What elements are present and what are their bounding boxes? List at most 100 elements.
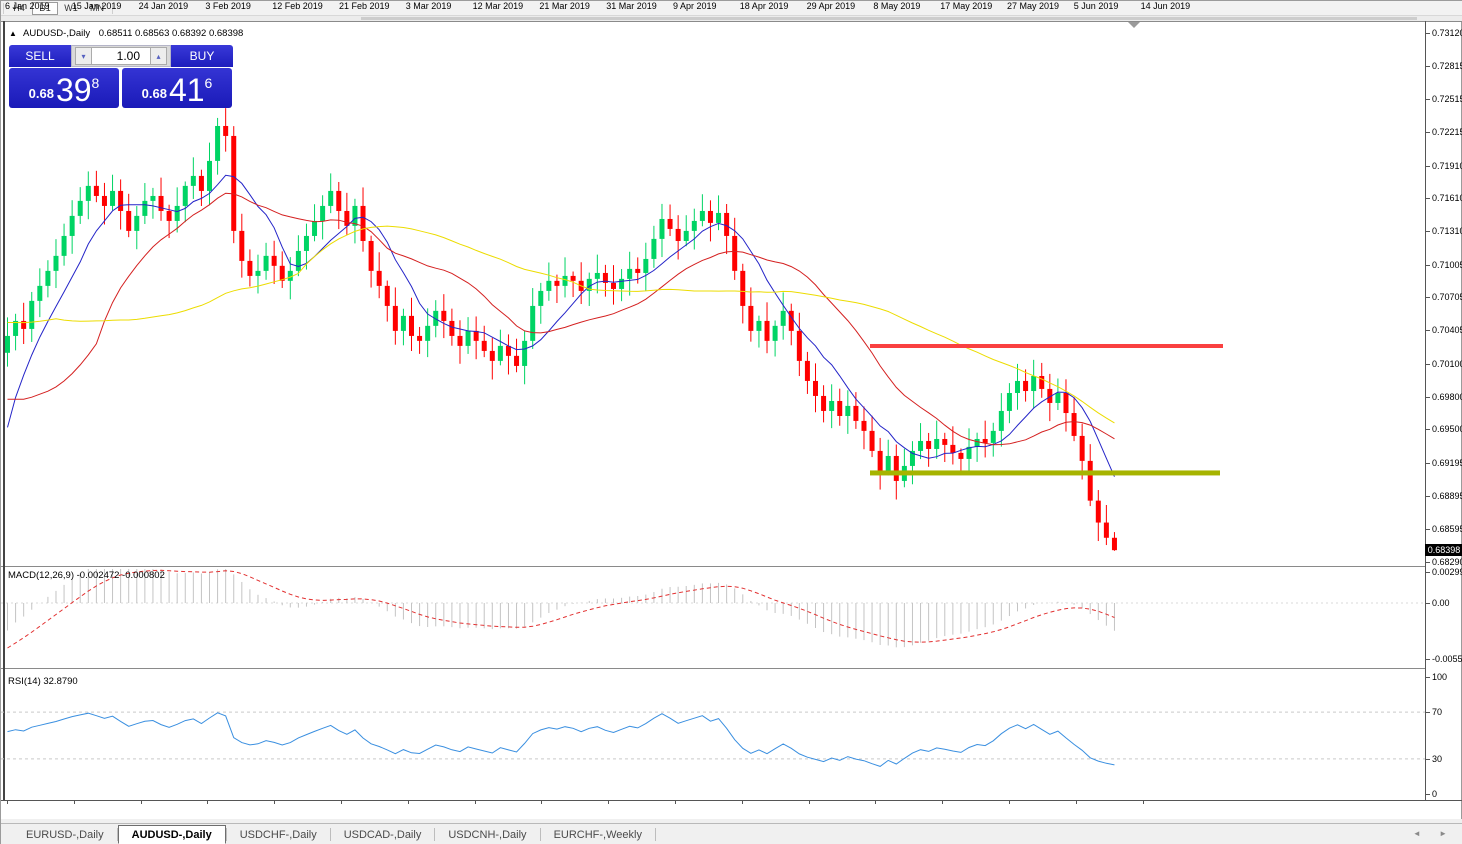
chart-symbol-label: AUDUSD-,Daily [23, 28, 91, 39]
date-tick-mark [875, 801, 877, 804]
price-axis-label: 0.69195 [1432, 457, 1462, 468]
statusbar-gap [1, 819, 1462, 823]
date-axis-label: 21 Mar 2019 [539, 1, 590, 11]
tab-separator [329, 828, 331, 841]
scrollbar-thumb[interactable] [361, 17, 1417, 20]
date-axis-label: 29 Apr 2019 [806, 1, 856, 11]
axis-tick-mark [1425, 659, 1430, 661]
sell-price-main: 39 [55, 72, 92, 108]
date-tick-mark [741, 801, 743, 804]
date-tick-mark [207, 801, 209, 804]
price-axis-label: 0.70405 [1432, 325, 1462, 336]
price-axis-label: 0.68595 [1432, 523, 1462, 534]
axis-tick-mark [1425, 572, 1430, 574]
date-tick-mark [1009, 801, 1010, 804]
date-tick-mark [407, 801, 409, 804]
macd-axis-label: -0.005514 [1432, 654, 1462, 665]
price-axis-label: 0.71005 [1432, 259, 1462, 270]
current-price-tag: 0.68398 [1425, 544, 1462, 557]
rsi-indicator-label: RSI(14) 32.8790 [8, 676, 78, 687]
price-axis-label: 0.69500 [1432, 424, 1462, 435]
date-tick-mark [942, 801, 944, 804]
axis-tick-mark [1425, 677, 1430, 678]
chart-tab-audusd-daily[interactable]: AUDUSD-,Daily [117, 825, 226, 844]
down-arrow-icon: ▾ [81, 51, 86, 61]
price-axis-label: 0.70100 [1432, 358, 1462, 369]
date-tick-mark [140, 801, 142, 804]
main-price-chart[interactable] [1, 21, 1425, 566]
volume-decrease-button[interactable]: ▾ [75, 47, 92, 65]
chart-tab-usdcnh-daily[interactable]: USDCNH-,Daily [448, 828, 527, 841]
subwindow-collapse-icon[interactable]: ▲ [9, 29, 17, 38]
rsi-indicator-chart[interactable] [1, 669, 1425, 800]
date-axis-label: 17 May 2019 [940, 1, 993, 11]
date-tick-mark [1075, 801, 1077, 804]
price-axis-border [1425, 21, 1426, 801]
buy-button[interactable]: BUY [171, 45, 233, 67]
axis-tick-mark [1425, 363, 1430, 365]
timeframe-h4-button[interactable]: H4 [13, 3, 25, 13]
axis-tick-mark [1425, 561, 1430, 563]
axis-tick-mark [1425, 758, 1430, 760]
rsi-axis-label: 70 [1432, 707, 1443, 718]
toolbar-separator [112, 2, 113, 14]
tab-separator [539, 828, 541, 841]
buy-price-main: 41 [168, 72, 205, 108]
macd-axis-label: 0.002997 [1432, 567, 1462, 578]
date-axis-label: 12 Feb 2019 [272, 1, 323, 11]
chart-tab-usdchf-daily[interactable]: USDCHF-,Daily [239, 828, 317, 841]
axis-tick-mark [1425, 264, 1430, 266]
timeframe-d1-button[interactable]: D1 [32, 1, 58, 15]
volume-input[interactable] [92, 47, 150, 65]
date-axis-label: 5 Jun 2019 [1073, 1, 1119, 11]
chart-top-border [1, 21, 1462, 22]
sell-button[interactable]: SELL [9, 45, 71, 67]
axis-tick-mark [1425, 231, 1430, 233]
timeframe-w1-button[interactable]: W1 [64, 3, 78, 13]
chart-horizontal-scrollbar[interactable] [1, 16, 1462, 21]
date-tick-mark [675, 801, 676, 804]
sell-price-box[interactable]: 0.68 39 8 [9, 68, 119, 108]
date-axis-label: 14 Jun 2019 [1140, 1, 1191, 11]
tab-scroll-left-button[interactable]: ◄ [1412, 829, 1429, 838]
date-axis-label: 18 Apr 2019 [739, 1, 789, 11]
macd-panel-separator[interactable] [1, 566, 1425, 567]
price-axis-label: 0.72815 [1432, 61, 1462, 72]
axis-tick-mark [1425, 794, 1430, 795]
volume-increase-button[interactable]: ▴ [150, 47, 167, 65]
axis-tick-mark [1425, 99, 1430, 101]
price-axis-label: 0.71910 [1432, 160, 1462, 171]
chart-tab-eurusd-daily[interactable]: EURUSD-,Daily [26, 828, 104, 841]
tab-separator [434, 828, 436, 841]
date-tick-mark [274, 801, 276, 804]
date-axis-label: 3 Mar 2019 [405, 1, 452, 11]
price-axis-label: 0.70705 [1432, 292, 1462, 303]
sell-price-pip: 8 [91, 75, 100, 91]
chart-tab-usdcad-daily[interactable]: USDCAD-,Daily [343, 828, 422, 841]
chart-left-border [3, 21, 5, 800]
up-arrow-icon: ▴ [156, 51, 161, 61]
date-tick-mark [7, 801, 8, 804]
date-axis-border [1, 800, 1462, 801]
date-axis-label: 12 Mar 2019 [472, 1, 524, 11]
timeframe-mn-button[interactable]: MN [90, 3, 104, 13]
axis-tick-mark [1425, 198, 1430, 200]
axis-tick-mark [1425, 462, 1430, 464]
macd-indicator-chart[interactable] [1, 567, 1425, 668]
sell-price-prefix: 0.68 [28, 86, 54, 101]
chart-tab-eurchf-weekly[interactable]: EURCHF-,Weekly [553, 828, 642, 841]
rsi-axis-label: 30 [1432, 753, 1443, 764]
rsi-panel-separator[interactable] [1, 668, 1425, 669]
tab-scroll-right-button[interactable]: ► [1439, 829, 1455, 838]
buy-price-box[interactable]: 0.68 41 6 [122, 68, 232, 108]
chart-tab-bar: EURUSD-,Daily AUDUSD-,Daily USDCHF-,Daily U… [1, 823, 1462, 844]
rsi-axis-label: 100 [1432, 672, 1448, 682]
price-axis-label: 0.72215 [1432, 127, 1462, 138]
date-axis-label: 6 Jan 2019 [5, 1, 50, 11]
price-axis-label: 0.72515 [1432, 94, 1462, 105]
axis-tick-mark [1425, 495, 1430, 497]
date-tick-mark [474, 801, 476, 804]
date-axis-label: 27 May 2019 [1007, 1, 1060, 11]
macd-axis-label: 0.00 [1432, 598, 1450, 608]
